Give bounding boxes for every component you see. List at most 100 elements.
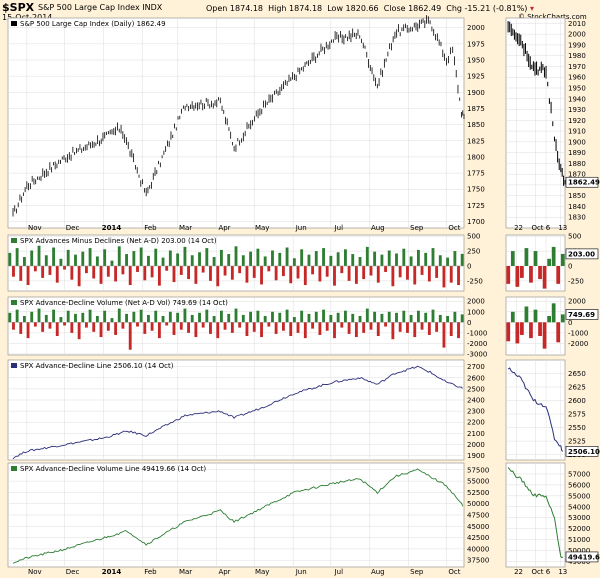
bar <box>446 257 450 266</box>
bar <box>230 265 234 280</box>
y-tick-label: 42500 <box>467 534 489 542</box>
zoom-bar <box>533 251 538 266</box>
bar <box>230 322 234 333</box>
legend-swatch <box>11 238 17 243</box>
x-tick-label: 2014 <box>102 224 122 232</box>
bar <box>322 309 325 323</box>
y-tick-label: 1750 <box>467 186 485 194</box>
bar <box>19 265 23 281</box>
y-tick-label: 1825 <box>467 137 485 145</box>
index-name-line: S&P 500 Large Cap Index INDX <box>38 3 162 12</box>
zoom-y-tick-label: 51000 <box>568 536 590 544</box>
bar <box>333 265 336 286</box>
zoom-bar <box>524 248 529 266</box>
bar <box>12 265 15 277</box>
bar <box>37 308 41 323</box>
bar <box>59 258 63 266</box>
bar <box>30 250 34 266</box>
bar <box>132 251 136 266</box>
bar <box>442 265 446 288</box>
y-tick-label: 1925 <box>467 73 485 81</box>
bar <box>117 246 121 266</box>
close-label: Close <box>383 4 406 13</box>
low-label: Low <box>327 4 343 13</box>
bar <box>88 248 92 266</box>
y-tick-label: 1800 <box>467 153 485 161</box>
zoom-x-tick-label: Oct <box>531 224 543 232</box>
bar <box>373 251 377 266</box>
chevron-down-icon[interactable]: ▾ <box>529 4 534 13</box>
bar <box>209 265 212 281</box>
bar <box>179 322 183 330</box>
bar <box>147 314 150 323</box>
bar <box>190 314 194 323</box>
bar <box>216 265 220 287</box>
panel-1: 1700 1725 1750 1775 1800 1825 1850 1875 1900 1925… <box>7 15 600 229</box>
zoom-y-tick-label: 1830 <box>568 214 586 222</box>
change-value: -15.21 (-0.81%) <box>464 4 528 13</box>
bar <box>161 257 165 266</box>
low-value: 1820.66 <box>345 4 379 13</box>
bar <box>139 247 143 266</box>
watermark: © StockCharts.com <box>518 13 587 21</box>
y-tick-label: 37500 <box>467 557 489 565</box>
bar <box>384 322 387 327</box>
bar <box>168 250 172 266</box>
bar <box>395 253 398 266</box>
x-tick-label: Mar <box>179 224 192 232</box>
zoom-x-tick-label: 13 <box>558 224 567 232</box>
zoom-y-tick-label: 2010 <box>568 20 586 28</box>
bar <box>168 311 172 323</box>
zoom-y-tick-label: 1950 <box>568 85 586 93</box>
bar <box>278 252 282 266</box>
bar <box>44 314 48 323</box>
bar <box>15 248 19 266</box>
zoom-bar <box>515 265 520 287</box>
bar <box>150 265 154 278</box>
zoom-y-tick-label: 2600 <box>568 397 586 405</box>
bar <box>263 315 267 323</box>
bar <box>252 265 256 278</box>
bar <box>438 314 442 323</box>
y-tick-label: 0 <box>467 262 471 270</box>
zoom-y-tick-label: 2575 <box>568 411 586 419</box>
bar <box>307 254 311 266</box>
bar <box>376 322 380 337</box>
x-tick-label: Feb <box>144 568 157 576</box>
bar <box>457 322 460 339</box>
bar <box>22 315 26 323</box>
bar <box>66 310 70 323</box>
bar <box>205 248 209 266</box>
bar <box>329 255 333 266</box>
current-value-label: 49419.66 <box>568 553 600 561</box>
legend-swatch <box>11 300 17 305</box>
zoom-bar <box>551 303 556 323</box>
bar <box>128 265 132 286</box>
bar <box>369 322 373 330</box>
y-tick-label: 2000 <box>467 298 485 306</box>
y-tick-label: 1950 <box>467 57 485 65</box>
bar <box>205 309 209 323</box>
zoom-bar <box>538 265 542 280</box>
bar <box>176 253 180 266</box>
zoom-bar <box>542 322 547 349</box>
bar <box>409 314 413 323</box>
bar <box>187 322 190 333</box>
zoom-y-tick-label: 1910 <box>568 128 586 136</box>
bar <box>70 265 74 280</box>
bar <box>234 308 238 323</box>
bar <box>282 265 285 277</box>
bar <box>95 315 99 323</box>
bar <box>391 322 395 340</box>
zoom-x-tick-label: 6 <box>546 224 551 232</box>
bar <box>416 310 420 323</box>
bar <box>85 322 88 328</box>
bar <box>139 309 143 323</box>
zoom-bar <box>560 314 565 323</box>
legend-swatch <box>11 21 17 26</box>
bar <box>402 310 406 323</box>
bar <box>325 265 329 277</box>
zoom-y-tick-label: 1970 <box>568 63 586 71</box>
bar <box>223 322 227 330</box>
bar <box>365 308 369 323</box>
